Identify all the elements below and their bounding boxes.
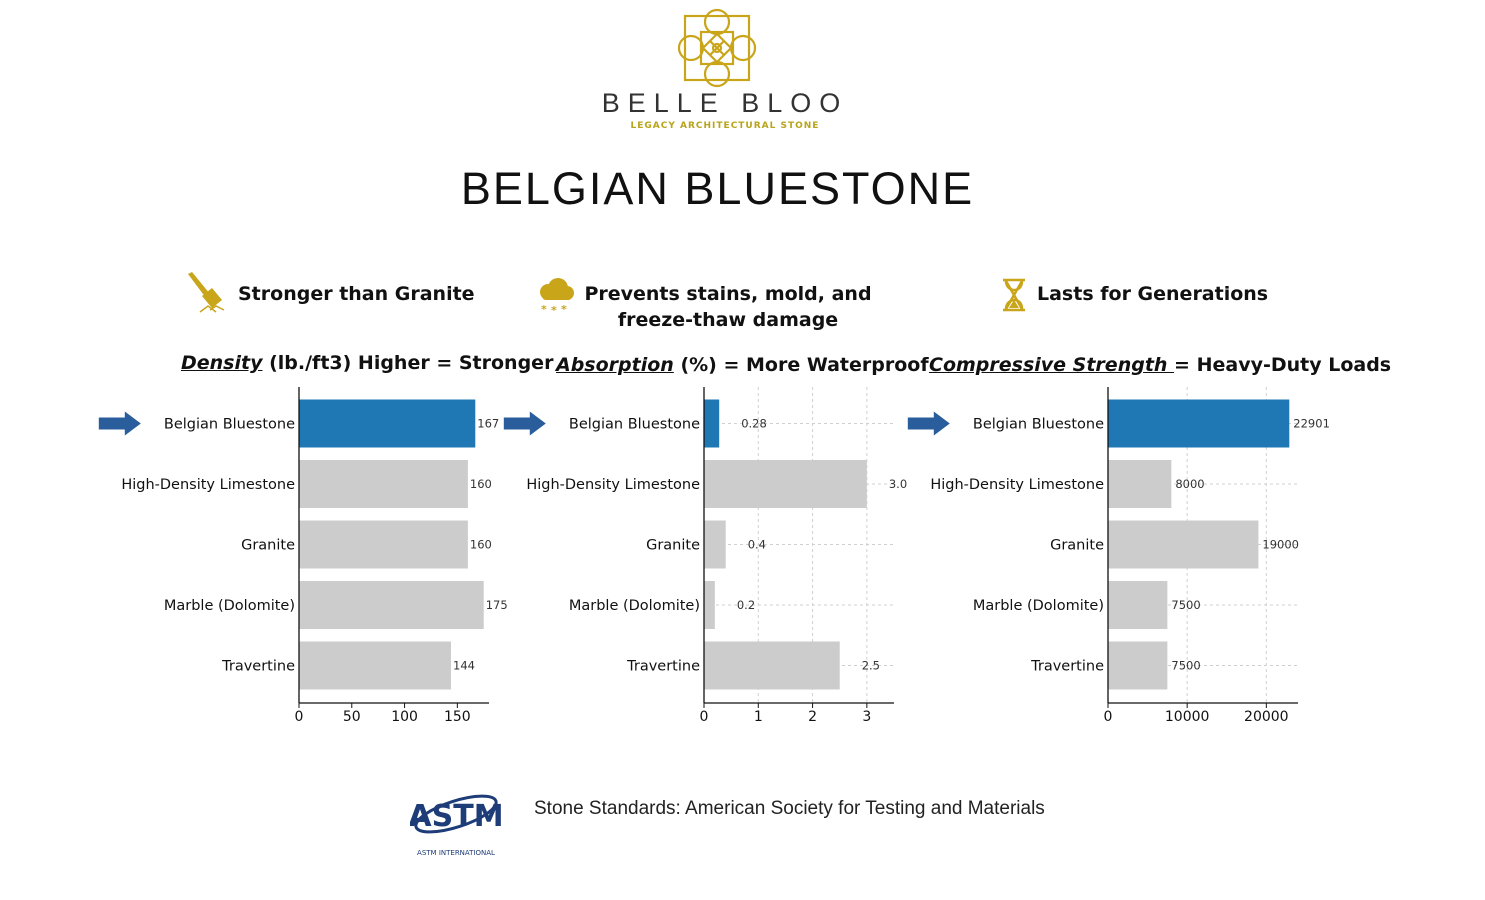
subtitle-rest: (lb./ft3) Higher = Stronger	[262, 352, 554, 374]
category-label: Marble (Dolomite)	[569, 598, 700, 614]
x-tick-label: 2	[808, 709, 817, 725]
category-label: High-Density Limestone	[121, 477, 295, 493]
bar	[1108, 581, 1168, 629]
subtitle-key: Absorption	[556, 354, 674, 376]
category-label: Granite	[1050, 538, 1104, 554]
x-tick-label: 10000	[1165, 709, 1210, 725]
source-note: Stone Standards: American Society for Te…	[534, 798, 1045, 819]
category-label: Belgian Bluestone	[164, 417, 295, 433]
value-label: 3.0	[889, 477, 907, 491]
category-label: Marble (Dolomite)	[164, 598, 295, 614]
highlight-arrow-icon	[98, 411, 141, 436]
bar	[704, 460, 867, 508]
feature-longevity: Lasts for Generations	[1037, 283, 1269, 305]
subtitle-rest: = Heavy-Duty Loads	[1174, 354, 1392, 376]
feature-waterproof-line2: freeze-thaw damage	[617, 309, 839, 331]
x-tick-label: 3	[862, 709, 871, 725]
value-label: 0.2	[737, 598, 755, 612]
bar	[299, 520, 468, 569]
hammer-icon	[188, 272, 225, 313]
value-label: 7500	[1171, 598, 1200, 612]
astm-logo-text: ASTM	[410, 799, 502, 834]
value-label: 2.5	[862, 659, 880, 673]
x-tick-label: 0	[700, 709, 709, 725]
value-label: 144	[453, 659, 475, 673]
category-label: Belgian Bluestone	[973, 417, 1104, 433]
brand-name: BELLE BLOO	[601, 88, 849, 118]
bar	[299, 460, 468, 508]
x-tick-label: 150	[444, 709, 471, 725]
brand-tagline: LEGACY ARCHITECTURAL STONE	[630, 121, 820, 131]
x-tick-label: 20000	[1244, 709, 1289, 725]
bar	[1108, 641, 1168, 690]
chart-absorption-subtitle: Absorption (%) = More Waterproof	[556, 354, 929, 376]
x-tick-label: 0	[1104, 709, 1113, 725]
value-label: 175	[486, 598, 508, 612]
value-label: 8000	[1175, 477, 1204, 491]
category-label: Granite	[646, 538, 700, 554]
bar	[299, 641, 451, 690]
bar	[704, 641, 840, 690]
feature-strength: Stronger than Granite	[238, 283, 475, 305]
value-label: 0.28	[741, 417, 767, 431]
feature-waterproof: Prevents stains, mold, and freeze-thaw d…	[578, 281, 878, 333]
category-label: Travertine	[221, 659, 295, 675]
snow-cloud-icon: * * *	[540, 278, 574, 314]
value-label: 0.4	[748, 538, 766, 552]
category-label: Marble (Dolomite)	[973, 598, 1104, 614]
x-tick-label: 0	[295, 709, 304, 725]
bar	[1108, 520, 1259, 569]
svg-text:*: *	[551, 304, 557, 314]
bar	[704, 399, 720, 448]
value-label: 167	[477, 417, 499, 431]
category-label: Travertine	[626, 659, 700, 675]
page-title: BELGIAN BLUESTONE	[460, 163, 975, 214]
bar	[299, 581, 484, 629]
subtitle-key: Compressive Strength	[929, 354, 1175, 376]
value-label: 7500	[1171, 659, 1200, 673]
bar	[1108, 460, 1172, 508]
category-label: Belgian Bluestone	[569, 417, 700, 433]
value-label: 19000	[1262, 538, 1299, 552]
bar	[1108, 399, 1290, 448]
x-tick-label: 1	[754, 709, 763, 725]
category-label: High-Density Limestone	[930, 477, 1104, 493]
bar	[704, 520, 726, 569]
hourglass-icon	[1003, 278, 1025, 312]
highlight-arrow-icon	[907, 411, 950, 436]
category-label: Granite	[241, 538, 295, 554]
x-tick-label: 100	[391, 709, 418, 725]
category-label: Travertine	[1030, 659, 1104, 675]
value-label: 22901	[1293, 417, 1330, 431]
belle-bloo-logo	[677, 8, 757, 88]
highlight-arrow-icon	[503, 411, 546, 436]
chart-density-subtitle: Density (lb./ft3) Higher = Stronger	[181, 352, 553, 374]
subtitle-key: Density	[181, 352, 263, 374]
x-tick-label: 50	[343, 709, 361, 725]
astm-logo: ASTM ASTM INTERNATIONAL	[410, 794, 502, 857]
chart-strength-subtitle: Compressive Strength = Heavy-Duty Loads	[929, 354, 1391, 376]
bar	[704, 581, 715, 629]
astm-logo-caption: ASTM INTERNATIONAL	[417, 849, 495, 857]
feature-waterproof-line1: Prevents stains, mold, and	[584, 283, 872, 305]
value-label: 160	[470, 538, 492, 552]
value-label: 160	[470, 477, 492, 491]
svg-text:*: *	[541, 303, 547, 314]
svg-text:*: *	[561, 303, 567, 314]
bar	[299, 399, 476, 448]
subtitle-rest: (%) = More Waterproof	[673, 354, 929, 376]
category-label: High-Density Limestone	[526, 477, 700, 493]
